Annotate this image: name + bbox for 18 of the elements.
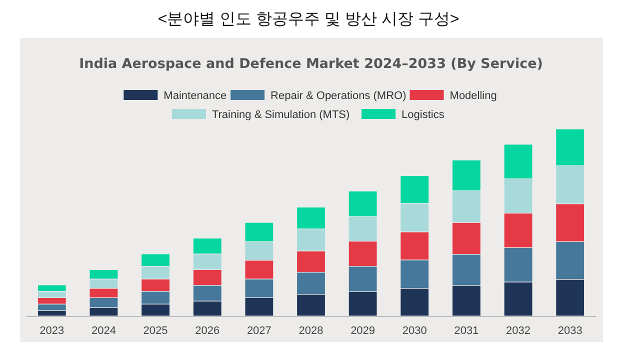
x-tick-label: 2025 <box>143 325 168 337</box>
x-tick-label: 2031 <box>454 325 479 337</box>
chart-title: <분야별 인도 항공우주 및 방산 시장 구성> <box>158 11 460 28</box>
x-tick-label: 2033 <box>558 325 582 337</box>
legend-label: Maintenance <box>164 90 227 102</box>
legend-label: Training & Simulation (MTS) <box>212 109 350 121</box>
x-tick-label: 2027 <box>246 325 272 337</box>
x-tick-label: 2032 <box>506 325 531 337</box>
x-tick-label: 2024 <box>91 325 116 337</box>
legend-label: Modelling <box>450 90 497 102</box>
x-tick-label: 2028 <box>298 325 324 337</box>
x-tick-label: 2030 <box>402 325 427 337</box>
x-tick-label: 2029 <box>350 325 376 337</box>
chart-subtitle: India Aerospace and Defence Market 2024–2033 (By Service) <box>79 56 543 72</box>
legend-label: Repair & Operations (MRO) <box>270 90 406 102</box>
x-tick-label: 2026 <box>195 325 220 337</box>
legend-label: Logistics <box>402 109 445 121</box>
x-tick-label: 2023 <box>40 325 64 337</box>
